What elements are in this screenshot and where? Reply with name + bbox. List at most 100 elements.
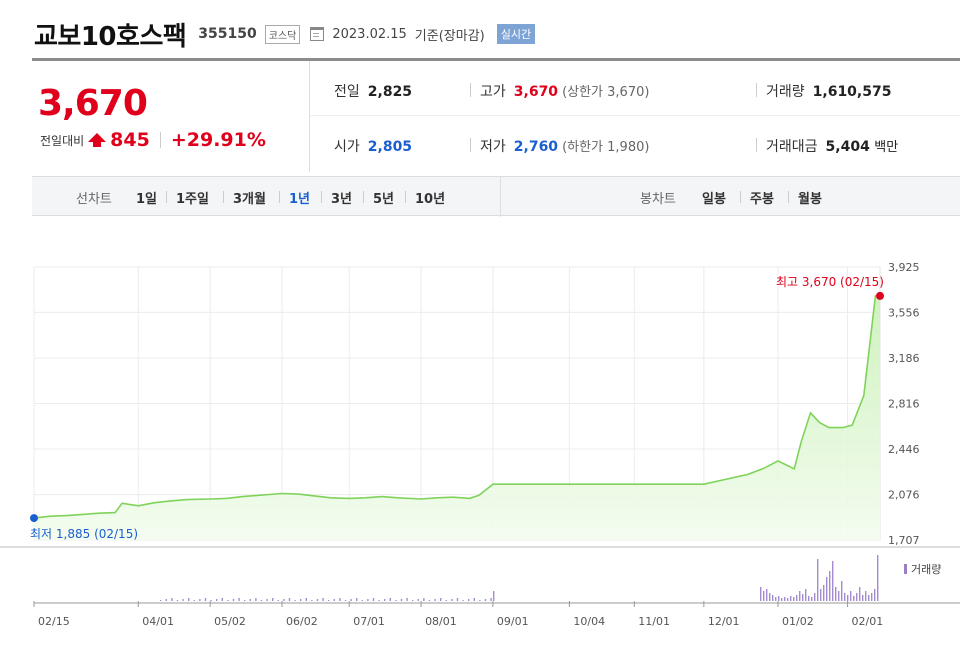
current-price-box: 3,670 전일대비 845 +29.91%: [32, 61, 310, 172]
x-tick-label: 01/02: [782, 615, 814, 628]
x-tick-label: 10/04: [573, 615, 605, 628]
volume-bar: [372, 598, 375, 601]
volume-bar: [772, 595, 774, 601]
amount-cell: 거래대금 5,404 백만: [766, 136, 898, 156]
divider: [279, 191, 280, 203]
volume-bar: [188, 598, 190, 601]
candle-daily-button[interactable]: 일봉: [702, 192, 726, 207]
volume-bar: [160, 600, 162, 601]
y-tick-label: 3,556: [888, 306, 920, 319]
open-cell: 시가 2,805: [334, 136, 412, 156]
volume-bar: [445, 600, 447, 601]
prev-close-label: 전일: [334, 84, 360, 100]
bar-divider: [500, 177, 501, 217]
y-tick-label: 2,816: [888, 398, 920, 411]
amount-label: 거래대금: [766, 139, 818, 155]
volume-bar: [333, 599, 335, 601]
volume-bar: [260, 600, 263, 601]
volume-bar: [769, 593, 771, 601]
divider: [756, 138, 757, 152]
volume-bar: [344, 600, 347, 601]
volume-bar: [305, 598, 307, 601]
volume-bar: [244, 600, 246, 601]
candle-chart-label: 봉차트: [640, 192, 676, 207]
up-arrow-icon: [88, 132, 107, 147]
realtime-button[interactable]: 실시간: [496, 24, 536, 44]
change-label: 전일대비: [40, 133, 85, 148]
volume-bar: [490, 598, 492, 601]
upper-limit: (상한가 3,670): [562, 85, 650, 100]
volume-bar: [850, 591, 852, 601]
period-10y-button[interactable]: 10년: [415, 192, 446, 207]
volume-bar: [796, 595, 798, 601]
amount-unit: 백만: [874, 140, 899, 155]
volume-bar: [468, 599, 470, 601]
volume-value: 1,610,575: [812, 84, 892, 100]
volume-bar: [874, 589, 876, 601]
volume-bar: [272, 598, 274, 601]
volume-bar: [877, 555, 879, 601]
volume-bar: [811, 597, 813, 601]
volume-bar: [838, 591, 840, 601]
volume-bar: [865, 591, 867, 601]
divider: [321, 191, 322, 203]
volume-bar: [199, 599, 201, 601]
period-3m-button[interactable]: 3개월: [233, 192, 266, 207]
x-tick-label: 12/01: [708, 615, 740, 628]
max-point: [876, 291, 884, 300]
volume-bar: [826, 577, 828, 601]
volume-cell: 거래량 1,610,575: [766, 81, 891, 101]
volume-bar: [165, 599, 167, 601]
volume-bar: [300, 599, 302, 601]
divider: [788, 191, 789, 203]
volume-bar: [766, 589, 768, 601]
divider: [223, 191, 224, 203]
volume-bar: [820, 589, 822, 601]
x-tick-label: 02/01: [852, 615, 884, 628]
x-tick-label: 11/01: [638, 615, 670, 628]
volume-bar: [841, 581, 843, 601]
volume-bar: [763, 591, 765, 601]
quote-date: 2023.02.15: [332, 26, 407, 42]
prev-close-cell: 전일 2,825: [334, 81, 412, 101]
candle-weekly-button[interactable]: 주봉: [750, 192, 774, 207]
volume-bar: [775, 597, 777, 601]
volume-bar: [361, 600, 363, 601]
volume-bar: [793, 597, 795, 601]
volume-bar: [835, 587, 837, 601]
x-tick-label: 04/01: [142, 615, 174, 628]
volume-bar: [367, 599, 369, 601]
price-chart: 3,925 3,556 3,186 2,816 2,446 2,076 1,707 02/1…: [0, 261, 960, 628]
period-1d-button[interactable]: 1일: [136, 192, 158, 207]
quote-basis: 기준(장마감): [414, 28, 485, 44]
divider: [740, 191, 741, 203]
min-point: [30, 514, 38, 523]
period-3y-button[interactable]: 3년: [331, 192, 353, 207]
volume-bar: [294, 600, 296, 601]
volume-bar: [356, 598, 358, 601]
volume-bar: [484, 599, 487, 601]
info-row-2: 시가 2,805 저가 2,760 (하한가 1,980) 거래대금 5,404 백만: [310, 116, 960, 171]
min-label: 최저 1,885 (02/15): [30, 527, 138, 541]
divider: [159, 132, 161, 148]
volume-bar: [406, 598, 408, 601]
volume-bar: [227, 600, 229, 601]
stock-header: 교보10호스팩 355150 코스닥 2023.02.15 기준(장마감) 실시…: [34, 14, 536, 54]
y-tick-label: 2,076: [888, 489, 920, 502]
period-1w-button[interactable]: 1주일: [176, 192, 209, 207]
period-5y-button[interactable]: 5년: [373, 192, 395, 207]
volume-bar: [249, 599, 251, 601]
volume-bar: [859, 587, 861, 601]
period-1y-button[interactable]: 1년: [289, 192, 311, 207]
volume-bar: [283, 599, 285, 601]
x-tick-label: 09/01: [497, 615, 529, 628]
volume-bar: [805, 589, 807, 601]
volume-bar: [871, 593, 873, 601]
volume-bar: [847, 595, 849, 601]
volume-bar: [277, 600, 279, 601]
volume-bar: [389, 598, 391, 601]
candle-monthly-button[interactable]: 월봉: [798, 192, 822, 207]
volume-bar: [210, 600, 212, 601]
volume-bar: [322, 598, 324, 601]
volume-bar: [814, 593, 816, 601]
